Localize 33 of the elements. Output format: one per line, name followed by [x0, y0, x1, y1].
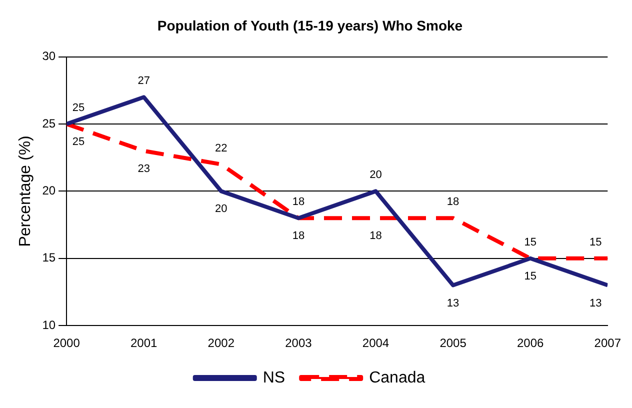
x-tick-label: 2007: [594, 336, 622, 350]
legend-label: NS: [262, 369, 286, 386]
data-label: 18: [446, 196, 460, 208]
x-tick-label: 2001: [130, 336, 158, 350]
x-tick-label: 2002: [208, 336, 235, 350]
x-tick-label: 2000: [53, 336, 80, 350]
y-axis-title: Percentage (%): [17, 136, 34, 247]
x-tick-label: 2004: [362, 336, 390, 350]
y-tick-label: 10: [42, 318, 56, 332]
data-label: 18: [292, 196, 305, 208]
chart-title: Population of Youth (15-19 years) Who Smoke: [157, 17, 463, 34]
data-label: 20: [370, 169, 382, 182]
data-label: 25: [72, 136, 85, 148]
data-label: 15: [590, 236, 602, 248]
y-tick-label: 25: [42, 116, 56, 130]
data-label: 18: [292, 230, 305, 242]
data-label: 23: [138, 162, 150, 175]
legend-label: Canada: [369, 369, 426, 386]
x-tick-label: 2006: [517, 336, 544, 350]
x-tick-label: 2005: [440, 336, 467, 350]
data-label: 13: [590, 297, 602, 310]
data-label: 27: [138, 75, 150, 88]
data-label: 18: [370, 230, 382, 242]
x-tick-label: 2003: [285, 336, 312, 350]
y-tick-label: 30: [42, 49, 56, 64]
data-label: 15: [524, 270, 536, 282]
y-tick-label: 20: [42, 184, 56, 198]
data-label: 15: [524, 236, 536, 248]
data-label: 13: [446, 297, 460, 310]
y-tick-label: 15: [42, 250, 56, 265]
data-label: 22: [215, 142, 228, 154]
data-label: 25: [72, 102, 85, 114]
data-label: 20: [215, 203, 228, 216]
